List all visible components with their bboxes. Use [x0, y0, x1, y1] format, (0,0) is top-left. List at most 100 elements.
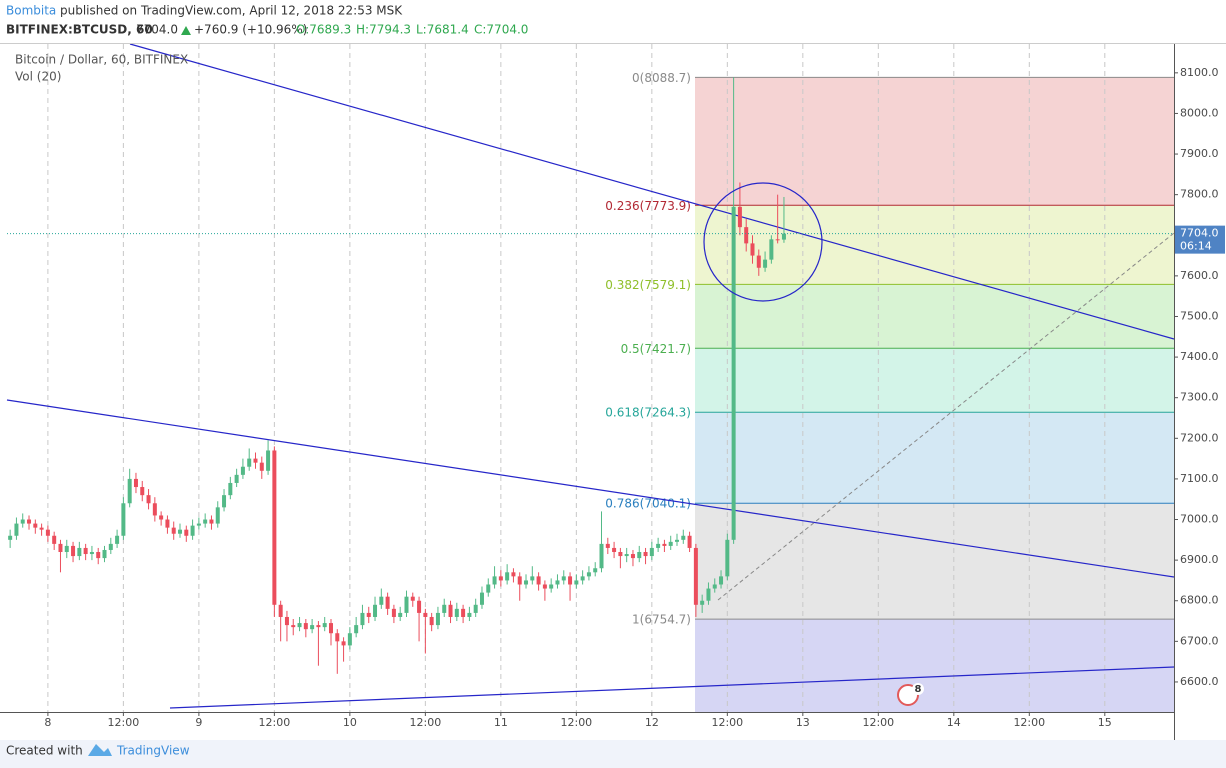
candle-body [58, 543, 63, 553]
candle-body [222, 495, 227, 508]
y-tick-label: 7800.0 [1180, 188, 1219, 201]
candle-body [643, 552, 648, 557]
fib-label: 0.382(7579.1) [605, 278, 691, 292]
x-tick-label: 12 [645, 716, 659, 729]
candle-body [39, 527, 44, 530]
candle-body [706, 588, 711, 601]
candle-body [580, 576, 585, 581]
y-tick-label: 7900.0 [1180, 147, 1219, 160]
author: Bombita [6, 4, 56, 18]
candle-body [454, 608, 459, 617]
candle-body [555, 580, 560, 585]
candle-body [618, 552, 623, 557]
candle-body [266, 450, 271, 471]
ohlc-close: C:7704.0 [474, 23, 528, 37]
candle-body [178, 529, 183, 534]
x-tick-label: 9 [195, 716, 202, 729]
candle-body [467, 612, 472, 617]
candle-body [700, 600, 705, 605]
countdown: 06:14 [1180, 240, 1212, 253]
candle-body [511, 572, 516, 577]
candle-body [473, 604, 478, 613]
candle-body [404, 596, 409, 613]
up-arrow [181, 26, 191, 35]
candle-body [272, 450, 277, 605]
symbol: BITFINEX:BTCUSD, 60 [6, 23, 153, 37]
candle-body [410, 596, 415, 601]
candle-body [593, 568, 598, 573]
indicator-label: Vol (20) [15, 70, 61, 84]
candle-body [190, 525, 195, 536]
candle-body [366, 612, 371, 617]
candle-body [385, 596, 390, 609]
plot-area: 0(8088.7) 0.236(7773.9) 0.382(7579.1) 0.5(7… [6, 43, 1175, 712]
candle-body [71, 545, 76, 557]
candle-body [435, 612, 440, 626]
chart-title: Bitcoin / Dollar, 60, BITFINEX [15, 53, 188, 67]
candle-body [744, 227, 749, 244]
candle-body [278, 604, 283, 617]
fib-label: 0(8088.7) [632, 71, 691, 85]
candle-body [461, 608, 466, 617]
fib-zone [695, 77, 1174, 206]
candle-body [253, 458, 258, 463]
candle-body [316, 625, 321, 628]
candle-body [492, 576, 497, 585]
candle-body [121, 503, 126, 536]
trendline [169, 666, 1175, 709]
candle-body [775, 239, 780, 241]
y-tick-label: 7100.0 [1180, 472, 1219, 485]
candle-body [27, 519, 32, 524]
fib-zone [695, 619, 1174, 712]
candle-body [756, 255, 761, 268]
candle-body [612, 547, 617, 553]
candle-body [152, 503, 157, 516]
published: published on TradingView.com, April 12, … [60, 4, 403, 18]
x-tick-label: 12:00 [862, 716, 894, 729]
candle-body [391, 608, 396, 617]
candle-body [429, 616, 434, 626]
fib-zone [695, 348, 1174, 413]
logo[interactable] [88, 744, 112, 756]
candle-body [498, 576, 503, 581]
x-tick-label: 8 [44, 716, 51, 729]
candle-body [228, 482, 233, 496]
y-tick-label: 6700.0 [1180, 634, 1219, 647]
fib-zone [695, 412, 1174, 504]
y-tick-label: 7600.0 [1180, 269, 1219, 282]
fib-label: 0.786(7040.1) [605, 497, 691, 511]
candle-body [184, 529, 189, 536]
candle-body [303, 623, 308, 630]
candle-body [574, 580, 579, 585]
candle-body [297, 623, 302, 628]
candle-body [649, 547, 654, 557]
x-tick-label: 12:00 [410, 716, 442, 729]
candle-body [284, 616, 289, 626]
candle-body [505, 572, 510, 581]
candle-body [781, 233, 786, 240]
candle-body [662, 543, 667, 546]
candle-body [203, 519, 208, 524]
candle-body [769, 239, 774, 260]
candle-body [102, 549, 107, 559]
y-tick-label: 6800.0 [1180, 594, 1219, 607]
price-label: 7704.0 [1180, 227, 1219, 240]
footer-brand[interactable]: TradingView [116, 744, 190, 758]
candle-body [549, 584, 554, 589]
candle-body [693, 547, 698, 605]
y-tick-label: 7000.0 [1180, 513, 1219, 526]
x-tick-label: 15 [1098, 716, 1112, 729]
candle-body [599, 543, 604, 569]
candle-body [240, 466, 245, 475]
ohlc-open: O:7689.3 [296, 23, 351, 37]
candle-body [524, 580, 529, 585]
trendline [129, 43, 1175, 340]
candle-body [259, 462, 264, 471]
fib-zone [695, 205, 1174, 285]
candle-body [215, 507, 220, 524]
y-tick-label: 6900.0 [1180, 553, 1219, 566]
candle-body [209, 519, 214, 524]
candle-body [725, 539, 730, 577]
candle-body [234, 474, 239, 483]
